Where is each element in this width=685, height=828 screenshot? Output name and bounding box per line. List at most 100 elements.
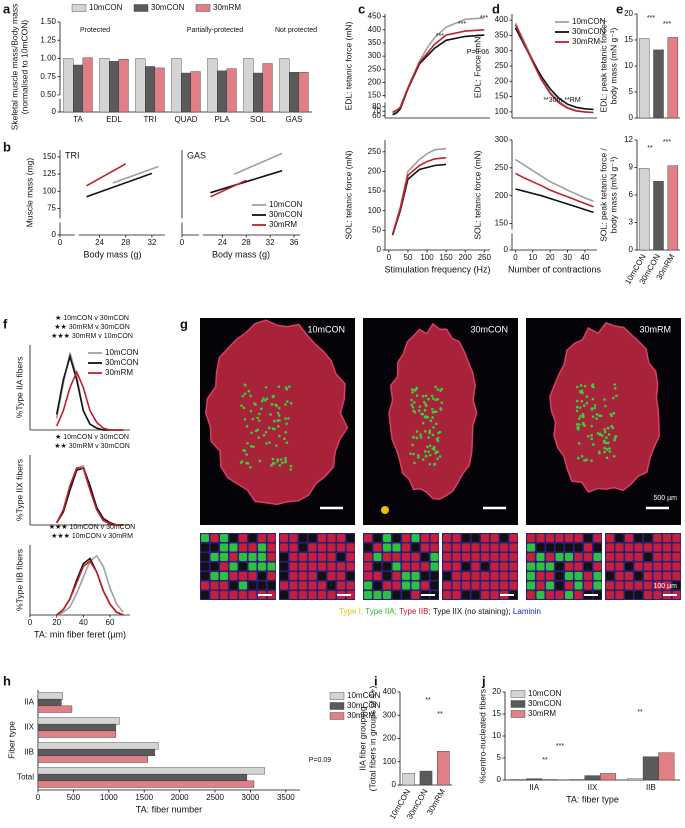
- y-tick-label: 400: [383, 687, 397, 696]
- y-axis-label: %Type IIA fibers: [14, 357, 24, 418]
- fiber-iia: [428, 444, 432, 447]
- fiber: [267, 572, 276, 580]
- fiber: [490, 543, 499, 552]
- panel-label: f: [3, 316, 8, 331]
- fiber-iia: [275, 444, 278, 447]
- fiber-iia: [245, 453, 248, 456]
- legend-label: 30mRM: [347, 711, 375, 720]
- x-tick-label: 3500: [277, 793, 295, 802]
- fiber-iia: [612, 396, 615, 400]
- fiber-iia: [278, 464, 282, 467]
- panel-label: i: [374, 673, 378, 688]
- subplot-title: GAS: [187, 150, 206, 160]
- legend-label: 30mCON: [151, 3, 185, 12]
- fiber-iia: [263, 399, 267, 402]
- annotation: ★★ 30mRM v 30mCON: [54, 323, 130, 331]
- fiber: [327, 543, 336, 552]
- fiber-iia: [605, 456, 609, 460]
- fiber-iia: [431, 433, 435, 437]
- axis-break: [56, 218, 64, 223]
- fiber: [663, 581, 671, 590]
- fiber-iia: [427, 397, 430, 401]
- fiber: [565, 572, 573, 580]
- fiber: [536, 553, 545, 561]
- fiber: [373, 534, 382, 542]
- panel-label: b: [3, 139, 11, 154]
- axis-break: [56, 94, 64, 99]
- fiber: [373, 543, 382, 552]
- y-axis-label: %Type IIX fibers: [14, 459, 24, 521]
- fiber: [402, 562, 410, 571]
- fiber: [280, 534, 288, 542]
- axis-break: [381, 98, 389, 103]
- fiber: [606, 591, 614, 599]
- fiber: [373, 572, 382, 580]
- fiber: [220, 553, 228, 561]
- legend-label: 30mCON: [269, 210, 303, 219]
- fiber: [672, 543, 681, 552]
- fiber: [337, 553, 345, 561]
- bar: [526, 778, 543, 781]
- panel-label: d: [492, 1, 500, 16]
- fiber: [289, 581, 298, 590]
- fiber: [471, 543, 480, 552]
- fiber-iia: [591, 443, 595, 446]
- fiber: [411, 572, 420, 580]
- fiber: [527, 591, 535, 599]
- fiber: [364, 591, 372, 599]
- x-tick-label: 200: [459, 253, 473, 262]
- fiber-iia: [608, 450, 612, 453]
- fiber: [220, 572, 228, 580]
- y-tick-label: 250: [368, 64, 382, 73]
- fiber-iia: [590, 424, 593, 428]
- bar: [154, 67, 165, 113]
- fiber: [402, 572, 410, 580]
- y-tick-label: 5: [629, 87, 634, 96]
- fiber: [555, 553, 564, 561]
- fiber-iia: [590, 434, 593, 437]
- y-axis-label: Fiber type: [6, 721, 16, 759]
- bar: [226, 68, 237, 113]
- bar: [37, 692, 63, 700]
- legend-swatch: [329, 712, 345, 720]
- fiber: [402, 581, 410, 590]
- fiber: [593, 581, 602, 590]
- fiber: [289, 562, 298, 571]
- y-tick-label: 150: [495, 92, 509, 101]
- fiber: [481, 591, 489, 599]
- y-tick-label: 6: [629, 190, 634, 199]
- line: [56, 560, 124, 616]
- fiber: [402, 553, 410, 561]
- y-tick-label: 0.75: [40, 72, 56, 81]
- x-tick-label: 60: [106, 618, 115, 627]
- fiber: [220, 534, 228, 542]
- y-tick-label: 350: [495, 31, 509, 40]
- fiber-iia: [585, 395, 589, 399]
- legend-item: Laminin: [513, 607, 541, 616]
- fiber: [299, 572, 307, 580]
- fiber: [210, 572, 219, 580]
- fiber: [509, 581, 518, 590]
- fiber: [248, 591, 257, 599]
- fiber: [663, 534, 671, 542]
- fiber: [625, 581, 633, 590]
- fiber-iia: [424, 404, 428, 408]
- fiber: [443, 553, 451, 561]
- y-tick-label: 0: [629, 113, 634, 122]
- fiber: [402, 543, 410, 552]
- x-axis-label: Body mass (g): [212, 249, 270, 259]
- bar: [667, 37, 679, 119]
- fiber-iia: [581, 391, 584, 395]
- fiber-iia: [281, 461, 284, 465]
- fiber-iia: [271, 462, 275, 465]
- fiber: [481, 543, 489, 552]
- fiber: [421, 562, 429, 571]
- fiber-iia: [431, 410, 435, 414]
- fiber: [584, 534, 592, 542]
- fiber-iia: [440, 387, 444, 391]
- fiber-iia: [288, 385, 291, 388]
- fiber-iia: [285, 422, 288, 425]
- fiber: [210, 553, 219, 561]
- fiber-iia: [595, 417, 598, 420]
- fiber: [565, 591, 573, 599]
